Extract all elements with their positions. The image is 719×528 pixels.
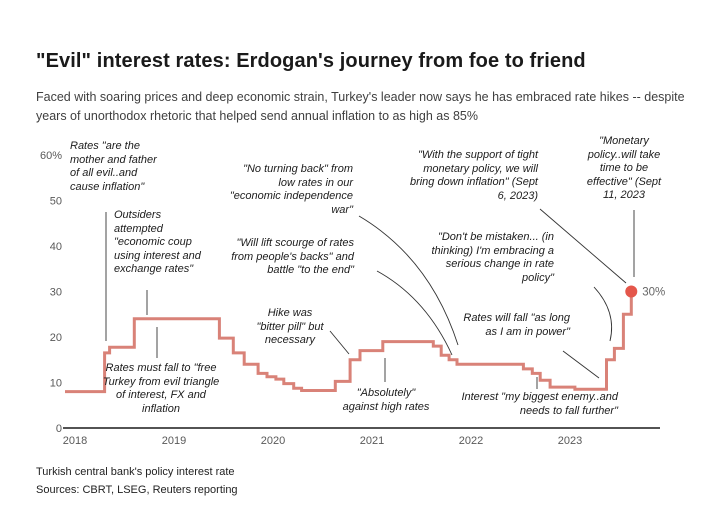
x-tick-label: 2023	[558, 435, 582, 447]
x-tick-label: 2022	[459, 435, 483, 447]
annotation-as-long-in-power: Rates will fall "as long as I am in powe…	[463, 312, 570, 338]
chart-sources: Sources: CBRT, LSEG, Reuters reporting	[36, 484, 238, 496]
latest-rate-dot	[625, 285, 638, 298]
annotation-no-turning-back: "No turning back" from low rates in our …	[229, 163, 353, 216]
page-title: "Evil" interest rates: Erdogan's journey…	[36, 50, 586, 72]
subtitle: Faced with soaring prices and deep econo…	[36, 90, 685, 123]
latest-rate-label: 30%	[642, 287, 665, 299]
annotation-monetary-policy: "Monetary policy..will take time to be e…	[586, 135, 662, 201]
annotation-evil: Rates "are the mother and father of all …	[70, 140, 157, 193]
annotation-absolutely: "Absolutely" against high rates	[342, 387, 430, 413]
x-tick-label: 2018	[63, 435, 87, 447]
x-tick-label: 2020	[261, 435, 285, 447]
y-tick-label: 20	[50, 332, 62, 344]
x-tick-label: 2019	[162, 435, 186, 447]
leader-tight	[539, 208, 627, 284]
annotation-biggest-enemy: Interest "my biggest enemy..and needs to…	[461, 391, 618, 417]
annotation-tight-policy: "With the support of tight monetary poli…	[409, 149, 538, 202]
annotation-dont-be-mistaken: "Don't be mistaken... (in thinking) I'm …	[431, 231, 554, 284]
chart-note: Turkish central bank's policy interest r…	[36, 466, 235, 478]
y-tick-label: 10	[50, 378, 62, 390]
y-tick-label: 50	[50, 196, 62, 208]
annotation-coup: Outsiders attempted "economic coup using…	[114, 209, 201, 275]
footnote: Turkish central bank's policy interest r…	[36, 463, 436, 499]
rate-line-series: 30%	[65, 285, 665, 394]
x-tick-label: 2021	[360, 435, 384, 447]
annotation-bitter-pill: Hike was "bitter pill" but necessary	[256, 307, 324, 346]
y-tick-label: 60%	[40, 150, 62, 162]
leader-power	[562, 350, 600, 379]
leader-bitter	[329, 330, 350, 355]
y-tick-label: 30	[50, 287, 62, 299]
y-tick-label: 40	[50, 241, 62, 253]
leader-noturning	[358, 215, 459, 346]
leader-lines	[105, 208, 635, 389]
annotation-free: Rates must fall to "free Turkey from evi…	[102, 362, 220, 415]
leader-mistaken	[593, 286, 613, 342]
policy-rate-step-line	[65, 291, 633, 394]
leader-scourge	[376, 270, 453, 356]
y-tick-label: 0	[56, 423, 62, 435]
annotation-scourge: "Will lift scourge of rates from people'…	[231, 237, 354, 276]
